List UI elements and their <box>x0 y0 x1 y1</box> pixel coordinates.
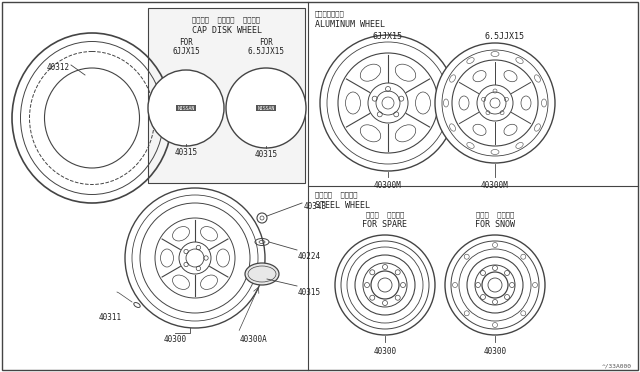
Ellipse shape <box>450 75 456 82</box>
Text: 40312: 40312 <box>47 63 70 72</box>
Ellipse shape <box>444 99 449 107</box>
Ellipse shape <box>473 71 486 82</box>
Text: アルミホイール: アルミホイール <box>315 10 345 17</box>
Ellipse shape <box>467 142 474 148</box>
Text: NISSAN: NISSAN <box>257 106 275 110</box>
Bar <box>148 8 305 183</box>
Text: 40300M: 40300M <box>481 181 509 190</box>
Ellipse shape <box>521 96 531 110</box>
Text: 6JJX15: 6JJX15 <box>373 32 403 41</box>
Text: 40300: 40300 <box>373 347 397 356</box>
Ellipse shape <box>491 51 499 57</box>
Ellipse shape <box>450 124 456 131</box>
Ellipse shape <box>504 71 517 82</box>
Text: FOR: FOR <box>259 38 273 47</box>
Text: スチール  ホイール: スチール ホイール <box>315 191 358 198</box>
Text: 40315: 40315 <box>255 150 278 159</box>
Text: 40300M: 40300M <box>374 181 402 190</box>
Circle shape <box>335 235 435 335</box>
Ellipse shape <box>491 150 499 154</box>
Text: FOR: FOR <box>179 38 193 47</box>
Text: 6.5JJX15: 6.5JJX15 <box>485 32 525 41</box>
Text: STEEL WHEEL: STEEL WHEEL <box>315 201 370 210</box>
Circle shape <box>226 68 306 148</box>
Ellipse shape <box>360 125 381 142</box>
Ellipse shape <box>459 96 469 110</box>
Ellipse shape <box>541 99 547 107</box>
Circle shape <box>435 43 555 163</box>
Text: 6JJX15: 6JJX15 <box>172 47 200 56</box>
Text: ディスク  ホイール  キャップ: ディスク ホイール キャップ <box>193 16 260 23</box>
Text: CAP DISK WHEEL: CAP DISK WHEEL <box>191 26 262 35</box>
Text: ^/33A000: ^/33A000 <box>602 364 632 369</box>
Text: 40311: 40311 <box>99 313 122 322</box>
Text: 40315: 40315 <box>298 288 321 297</box>
Ellipse shape <box>415 92 431 114</box>
Ellipse shape <box>396 64 416 81</box>
Text: 40300: 40300 <box>163 335 187 344</box>
Ellipse shape <box>473 124 486 135</box>
Ellipse shape <box>504 124 517 135</box>
Text: 40300: 40300 <box>483 347 507 356</box>
Text: スノー  タイヤ用: スノー タイヤ用 <box>476 211 514 218</box>
Text: スペア  タイヤ用: スペア タイヤ用 <box>366 211 404 218</box>
Ellipse shape <box>534 75 540 82</box>
Circle shape <box>320 35 456 171</box>
Text: 40315: 40315 <box>175 148 198 157</box>
Ellipse shape <box>534 124 540 131</box>
Text: 40224: 40224 <box>298 252 321 261</box>
Text: ALUMINUM WHEEL: ALUMINUM WHEEL <box>315 20 385 29</box>
Text: FOR SPARE: FOR SPARE <box>362 220 408 229</box>
Text: 40343: 40343 <box>304 202 327 211</box>
Text: 6.5JJX15: 6.5JJX15 <box>248 47 285 56</box>
Ellipse shape <box>396 125 416 142</box>
Circle shape <box>148 70 224 146</box>
Text: FOR SNOW: FOR SNOW <box>475 220 515 229</box>
Ellipse shape <box>516 58 523 64</box>
Text: NISSAN: NISSAN <box>177 106 195 110</box>
Ellipse shape <box>360 64 381 81</box>
Circle shape <box>445 235 545 335</box>
Ellipse shape <box>516 142 523 148</box>
Ellipse shape <box>245 263 279 285</box>
Ellipse shape <box>346 92 360 114</box>
Text: 40300A: 40300A <box>240 335 268 344</box>
Ellipse shape <box>467 58 474 64</box>
